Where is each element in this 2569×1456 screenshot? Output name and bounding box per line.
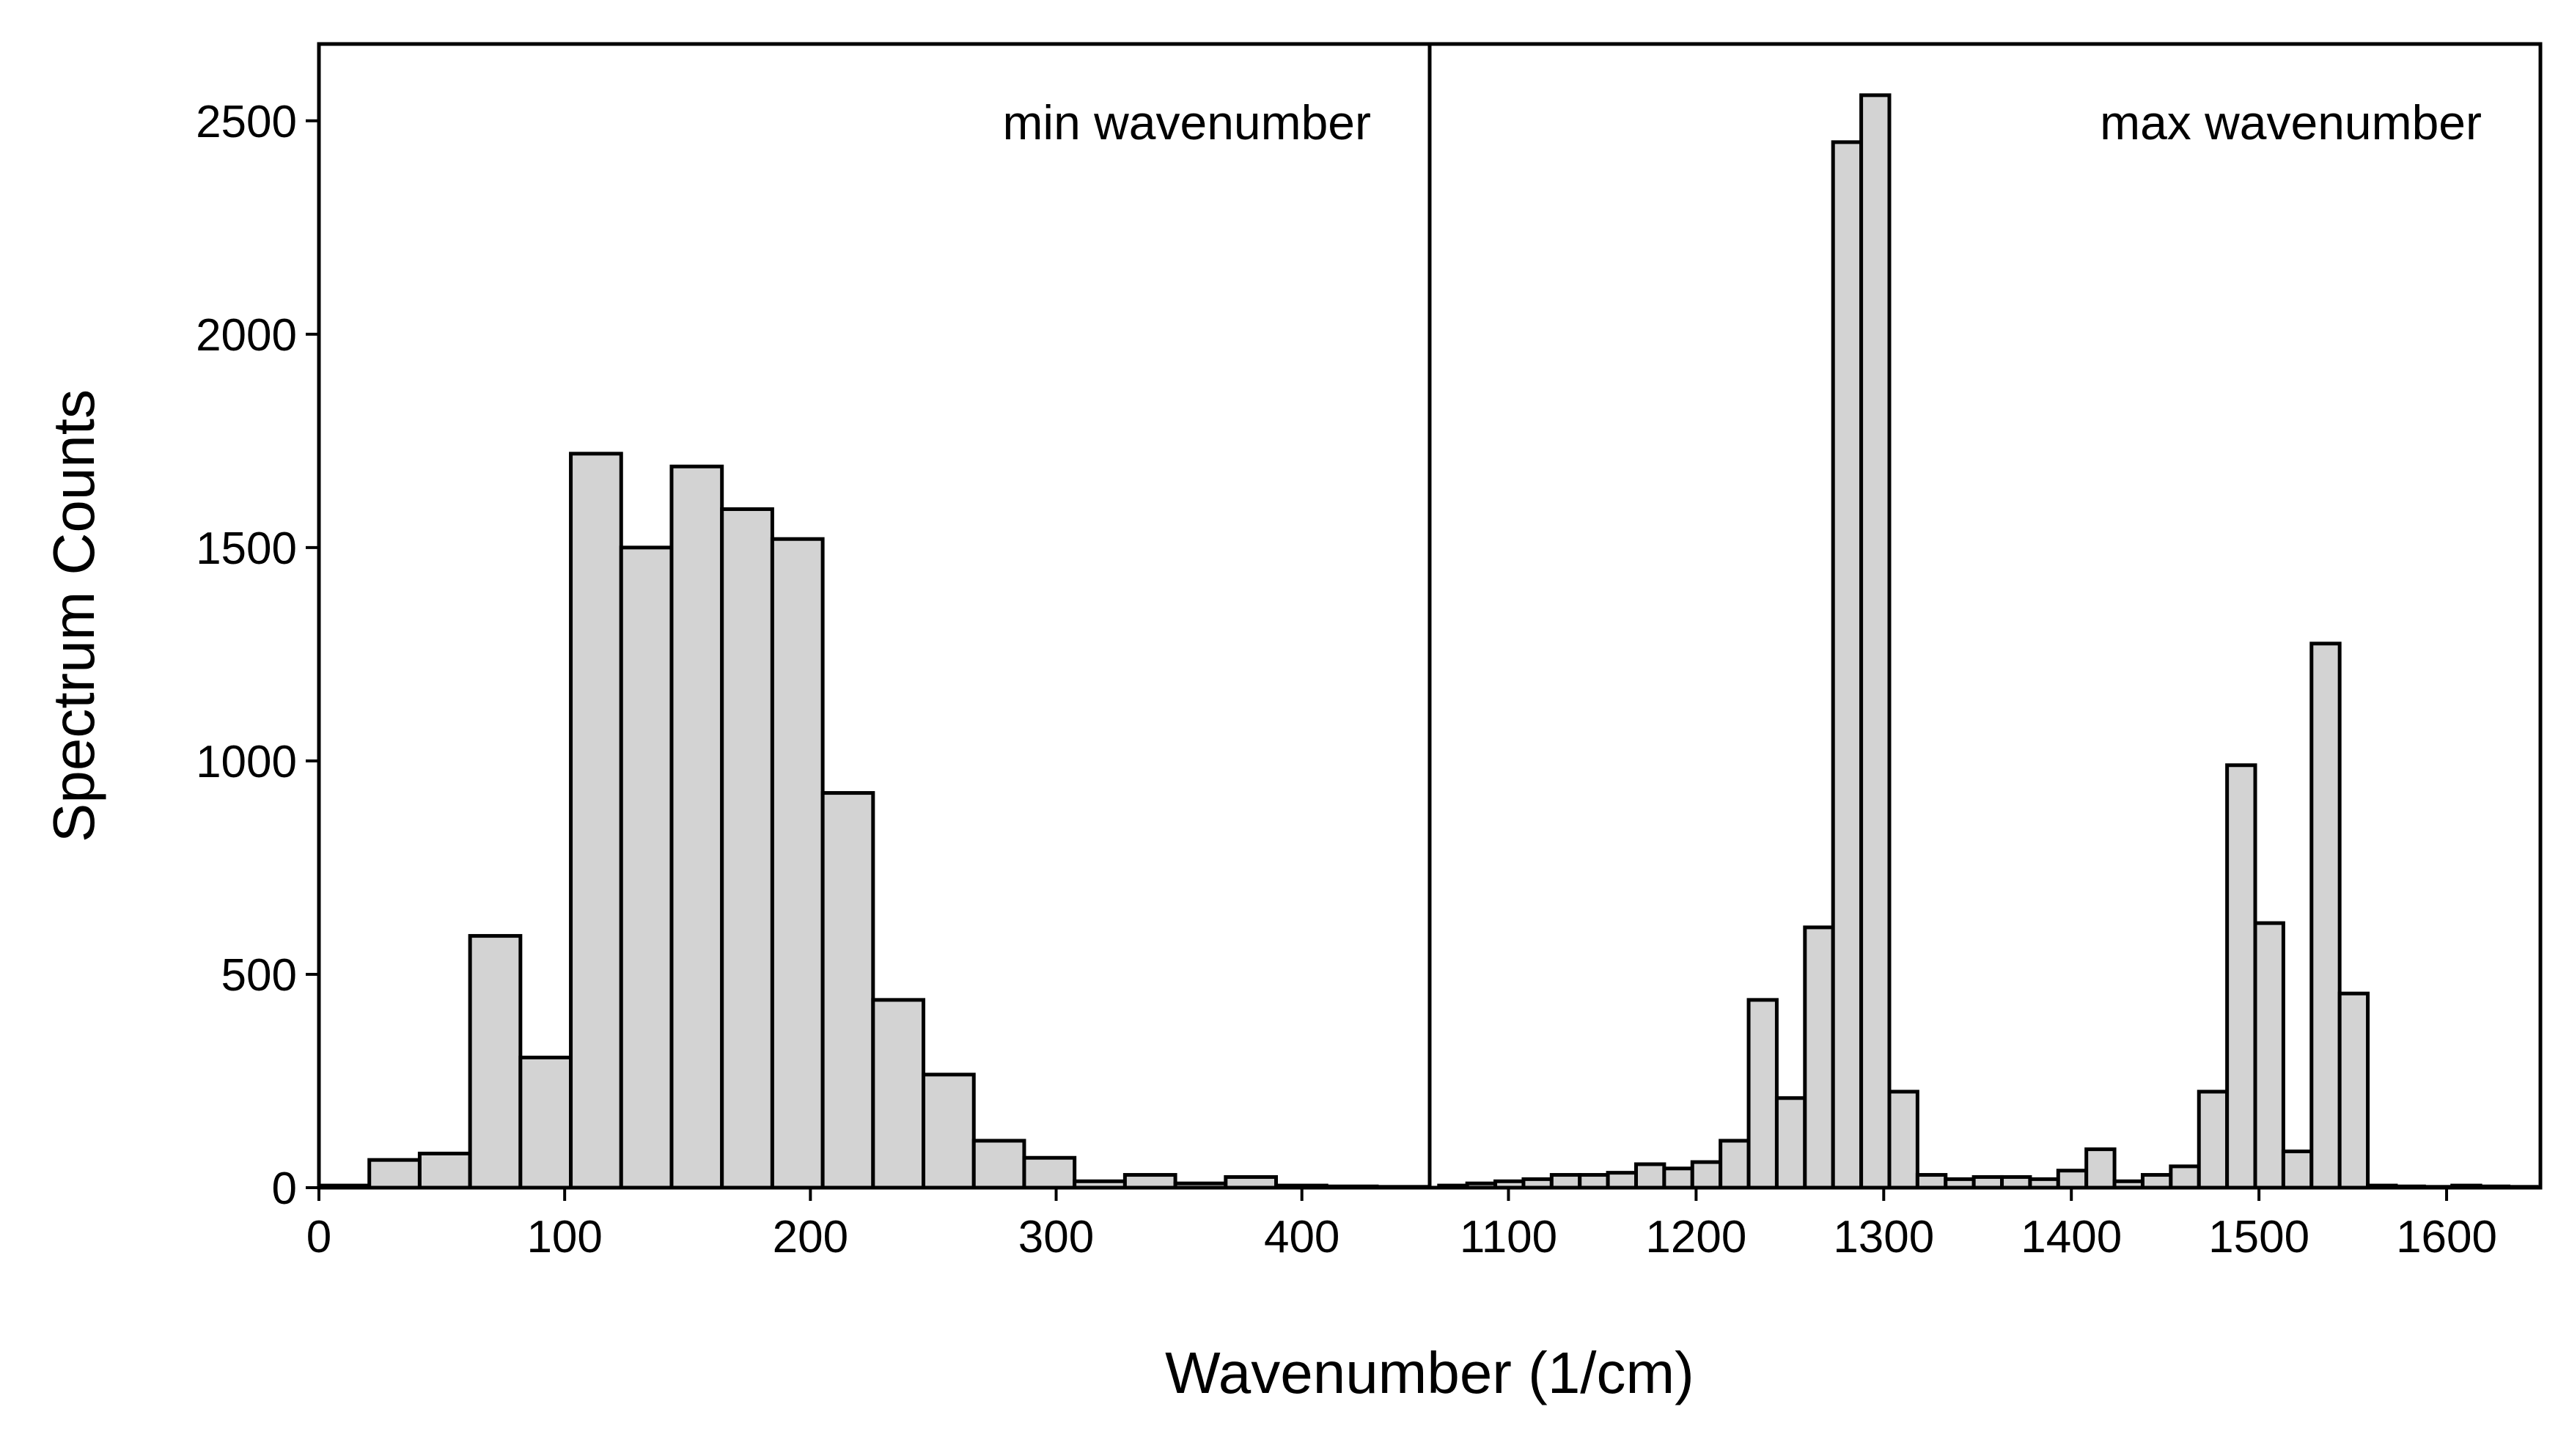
ticks-layer: 0 100 200 300 400 0 500 1000 1500 2000 2500 1100 120… xyxy=(196,97,2497,1262)
y-tick-label: 2500 xyxy=(196,97,297,147)
histogram-bar xyxy=(367,1158,422,1190)
histogram-bar xyxy=(1803,925,1835,1190)
histogram-bar xyxy=(569,452,623,1190)
histogram-bar xyxy=(1719,1139,1751,1190)
histogram-bar xyxy=(1549,1173,1582,1190)
histogram-bar xyxy=(1831,140,1864,1190)
x-tick-label: 1400 xyxy=(2021,1212,2122,1262)
histogram-bar xyxy=(971,1139,1026,1190)
left-panel-annotation: min wavenumber xyxy=(1002,95,1371,150)
x-tick-label: 200 xyxy=(773,1212,848,1262)
histogram-bar xyxy=(2337,991,2370,1190)
histogram-bar xyxy=(922,1073,976,1190)
histogram-bar xyxy=(1774,1096,1807,1190)
histogram-bar xyxy=(2084,1147,2117,1190)
x-tick-label: 1200 xyxy=(1645,1212,1746,1262)
histogram-bar xyxy=(2281,1150,2314,1190)
histogram-bar xyxy=(1915,1173,1948,1190)
histogram-bar xyxy=(1122,1173,1177,1190)
histogram-bar xyxy=(2169,1164,2201,1190)
histogram-bar xyxy=(1859,93,1892,1190)
right-panel-annotation: max wavenumber xyxy=(2100,95,2482,150)
histogram-bar xyxy=(2140,1173,2173,1190)
histogram-bar xyxy=(820,791,875,1190)
histogram-bar xyxy=(720,507,774,1190)
y-tick-label: 2000 xyxy=(196,310,297,361)
histogram-bar xyxy=(2225,763,2257,1190)
x-tick-label: 0 xyxy=(306,1212,331,1262)
histogram-bar xyxy=(1746,998,1779,1190)
y-tick-label: 500 xyxy=(221,950,297,1001)
histogram-bar xyxy=(770,537,825,1190)
histogram-bar xyxy=(1690,1160,1723,1190)
y-tick-label: 1500 xyxy=(196,523,297,574)
histogram-bar xyxy=(2253,921,2285,1190)
histogram-bar xyxy=(1662,1166,1694,1190)
x-tick-label: 1500 xyxy=(2208,1212,2309,1262)
histogram-bar xyxy=(1022,1155,1077,1190)
histogram-bar xyxy=(1634,1162,1666,1190)
x-tick-label: 400 xyxy=(1264,1212,1339,1262)
histogram-bar xyxy=(2056,1169,2089,1190)
y-tick-label: 0 xyxy=(272,1163,297,1214)
histogram-bar xyxy=(669,464,724,1190)
y-axis-title: Spectrum Counts xyxy=(41,389,106,842)
histogram-bar xyxy=(1606,1171,1639,1190)
x-tick-label: 1300 xyxy=(1833,1212,1934,1262)
x-tick-label: 1600 xyxy=(2396,1212,2497,1262)
right-panel-frame xyxy=(1427,42,2543,1190)
histogram-bar xyxy=(468,934,523,1190)
histogram-bar xyxy=(1578,1173,1610,1190)
histogram-bar xyxy=(2197,1089,2230,1190)
histogram-bar xyxy=(518,1055,573,1190)
bars-layer xyxy=(317,93,2539,1190)
histogram-bar xyxy=(619,545,674,1190)
histogram-bar xyxy=(871,998,926,1190)
histogram-bar xyxy=(2309,641,2342,1190)
y-tick-label: 1000 xyxy=(196,737,297,787)
x-axis-title: Wavenumber (1/cm) xyxy=(1165,1340,1694,1405)
x-tick-label: 1100 xyxy=(1460,1212,1557,1262)
x-tick-label: 100 xyxy=(526,1212,602,1262)
histogram-bar xyxy=(1887,1089,1919,1190)
x-tick-label: 300 xyxy=(1018,1212,1094,1262)
histogram-bar xyxy=(417,1151,472,1190)
